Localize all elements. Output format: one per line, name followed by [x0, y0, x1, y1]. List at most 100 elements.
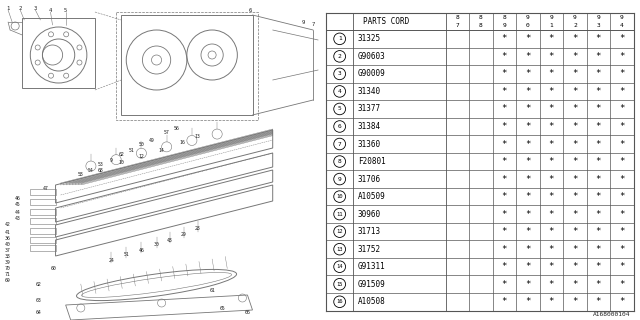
Text: *: *	[596, 192, 601, 201]
Text: 64: 64	[35, 310, 41, 316]
Bar	[30, 189, 56, 195]
Text: 58: 58	[78, 172, 84, 178]
Text: 4: 4	[49, 7, 52, 12]
Text: 9: 9	[550, 15, 553, 20]
Text: 24: 24	[108, 258, 114, 262]
Text: 63: 63	[35, 298, 41, 302]
Text: 50: 50	[138, 142, 144, 148]
Bar	[30, 209, 56, 215]
Text: *: *	[620, 227, 625, 236]
Text: *: *	[620, 69, 625, 78]
Text: 16: 16	[179, 140, 185, 146]
Text: A10508: A10508	[358, 297, 385, 306]
Text: G91509: G91509	[358, 280, 385, 289]
Text: *: *	[502, 210, 507, 219]
Text: *: *	[596, 227, 601, 236]
Text: *: *	[548, 87, 554, 96]
Text: 62: 62	[35, 283, 41, 287]
Text: 9: 9	[338, 177, 342, 181]
Text: 7: 7	[338, 141, 342, 147]
Text: *: *	[548, 280, 554, 289]
Text: *: *	[620, 280, 625, 289]
Text: *: *	[502, 245, 507, 254]
Text: 15: 15	[337, 282, 343, 287]
Text: *: *	[596, 297, 601, 306]
Text: *: *	[502, 262, 507, 271]
Text: 9: 9	[573, 15, 577, 20]
Text: 13: 13	[337, 247, 343, 252]
Text: *: *	[525, 210, 531, 219]
Text: *: *	[596, 52, 601, 61]
Text: 2: 2	[573, 23, 577, 28]
Text: *: *	[596, 210, 601, 219]
Text: 16: 16	[337, 299, 343, 304]
Text: 28: 28	[195, 227, 201, 231]
Text: 14: 14	[337, 264, 343, 269]
Text: 30960: 30960	[358, 210, 381, 219]
Text: *: *	[502, 87, 507, 96]
Text: *: *	[572, 262, 577, 271]
Text: 3: 3	[596, 23, 600, 28]
Text: 10: 10	[337, 194, 343, 199]
Text: *: *	[572, 245, 577, 254]
Text: *: *	[502, 104, 507, 114]
Text: *: *	[596, 175, 601, 184]
Text: *: *	[502, 175, 507, 184]
Text: *: *	[548, 140, 554, 148]
Text: *: *	[502, 227, 507, 236]
Text: 51: 51	[129, 148, 134, 153]
Text: *: *	[572, 69, 577, 78]
Text: *: *	[620, 175, 625, 184]
Text: *: *	[620, 210, 625, 219]
Text: 53: 53	[98, 163, 104, 167]
Text: *: *	[525, 175, 531, 184]
Text: *: *	[596, 87, 601, 96]
Text: 66: 66	[244, 309, 250, 315]
Text: *: *	[525, 104, 531, 114]
Text: *: *	[502, 52, 507, 61]
Text: *: *	[525, 262, 531, 271]
Text: *: *	[572, 140, 577, 148]
Text: 1: 1	[338, 36, 342, 41]
Text: 47: 47	[42, 186, 48, 190]
Text: *: *	[548, 227, 554, 236]
Text: *: *	[572, 34, 577, 43]
Text: *: *	[548, 262, 554, 271]
Text: 62: 62	[118, 153, 124, 157]
Text: *: *	[548, 104, 554, 114]
Text: *: *	[502, 122, 507, 131]
Text: 29: 29	[181, 233, 187, 237]
Bar	[30, 237, 56, 243]
Text: 12: 12	[337, 229, 343, 234]
Text: 46: 46	[15, 196, 21, 201]
Text: 45: 45	[15, 203, 21, 207]
Text: *: *	[596, 140, 601, 148]
Bar	[22, 18, 95, 88]
Text: 49: 49	[148, 138, 154, 142]
Text: 31340: 31340	[358, 87, 381, 96]
Text: A10509: A10509	[358, 192, 385, 201]
Text: *: *	[596, 262, 601, 271]
Text: *: *	[620, 192, 625, 201]
Text: 48: 48	[167, 237, 173, 243]
Text: 42: 42	[5, 222, 11, 228]
Bar	[30, 228, 56, 234]
Text: 8: 8	[338, 159, 342, 164]
Text: *: *	[620, 104, 625, 114]
Text: 9: 9	[596, 15, 600, 20]
Text: G90009: G90009	[358, 69, 385, 78]
Text: 2: 2	[338, 54, 342, 59]
Text: *: *	[548, 245, 554, 254]
Text: 8: 8	[479, 15, 483, 20]
Text: *: *	[548, 122, 554, 131]
Text: *: *	[620, 34, 625, 43]
Text: 31377: 31377	[358, 104, 381, 114]
Text: 65: 65	[220, 306, 225, 310]
Text: 57: 57	[164, 131, 170, 135]
Text: *: *	[596, 122, 601, 131]
Text: 3: 3	[34, 5, 37, 11]
Text: 61: 61	[209, 287, 215, 292]
Bar	[121, 15, 253, 115]
Text: 8: 8	[479, 23, 483, 28]
Text: *: *	[525, 245, 531, 254]
